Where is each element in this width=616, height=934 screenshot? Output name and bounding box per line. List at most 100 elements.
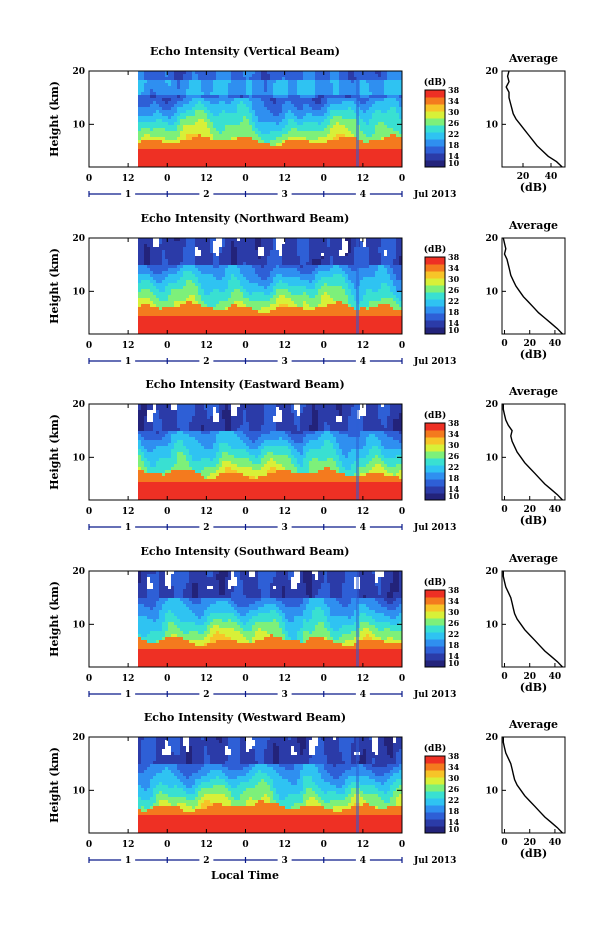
colorbar-swatch <box>425 444 445 452</box>
day-tick-label: 3 <box>281 856 287 866</box>
colorbar-swatch <box>425 264 445 272</box>
colorbar-swatch <box>425 465 445 473</box>
colorbar-swatch <box>425 826 445 834</box>
colorbar-tick-label: 30 <box>448 274 460 284</box>
hour-tick-label: 12 <box>278 174 291 184</box>
profile-ytick-label: 10 <box>485 786 498 796</box>
artifact-stripe <box>356 404 359 500</box>
colorbar-tick-label: 38 <box>448 418 460 428</box>
profile-ytick-label: 20 <box>485 400 498 410</box>
colorbar-swatch <box>425 125 445 133</box>
colorbar-swatch <box>425 604 445 612</box>
colorbar-swatch <box>425 653 445 661</box>
panel-0: Echo Intensity (Vertical Beam)1020Height… <box>48 45 565 200</box>
colorbar-swatch <box>425 430 445 438</box>
colorbar-label: (dB) <box>424 410 446 421</box>
colorbar-swatch <box>425 770 445 778</box>
day-axis-label: Jul 2013 <box>413 856 456 866</box>
day-tick-label: 2 <box>203 523 209 533</box>
profile-ytick-label: 20 <box>485 234 498 244</box>
ylabel: Height (km) <box>48 747 61 823</box>
hour-tick-label: 12 <box>357 341 370 351</box>
colorbar-tick-label: 14 <box>448 484 460 494</box>
hour-tick-label: 0 <box>321 674 327 684</box>
profile-line <box>503 404 562 500</box>
day-tick-label: 1 <box>125 357 131 367</box>
colorbar-swatch <box>425 618 445 626</box>
profile-xlabel: (dB) <box>520 181 547 194</box>
hour-tick-label: 12 <box>122 341 135 351</box>
profile-xlabel: (dB) <box>520 681 547 694</box>
colorbar-swatch <box>425 313 445 321</box>
ytick-label: 10 <box>72 786 85 796</box>
colorbar-swatch <box>425 320 445 328</box>
hour-tick-label: 12 <box>200 507 213 517</box>
colorbar-tick-label: 18 <box>448 140 460 150</box>
day-axis-label: Jul 2013 <box>413 357 456 367</box>
day-tick-label: 1 <box>125 523 131 533</box>
profile-xtick-label: 0 <box>501 838 507 848</box>
hour-tick-label: 0 <box>321 507 327 517</box>
hour-tick-label: 12 <box>200 840 213 850</box>
ytick-label: 10 <box>72 287 85 297</box>
colorbar-swatch <box>425 763 445 771</box>
colorbar-swatch <box>425 146 445 154</box>
profile-xtick-label: 0 <box>501 672 507 682</box>
heatmap-cells <box>138 571 402 667</box>
heatmap-cells <box>138 71 402 167</box>
colorbar-swatch <box>425 278 445 286</box>
colorbar-tick-label: 18 <box>448 473 460 483</box>
colorbar-swatch <box>425 292 445 300</box>
hour-tick-label: 0 <box>242 341 248 351</box>
panel-1: Echo Intensity (Northward Beam)1020Heigh… <box>48 212 565 367</box>
hour-tick-label: 12 <box>122 674 135 684</box>
colorbar-tick-label: 34 <box>448 762 460 772</box>
profile-title: Average <box>508 552 558 565</box>
heatmap-cells <box>138 737 402 833</box>
profile-xtick-label: 40 <box>549 505 562 515</box>
colorbar-tick-label: 38 <box>448 85 460 95</box>
hour-tick-label: 12 <box>278 341 291 351</box>
profile-line <box>506 71 562 167</box>
artifact-stripe <box>356 571 359 667</box>
day-tick-label: 3 <box>281 690 287 700</box>
colorbar-tick-label: 26 <box>448 118 460 128</box>
hour-tick-label: 12 <box>278 840 291 850</box>
hour-tick-label: 12 <box>357 674 370 684</box>
colorbar-tick-label: 26 <box>448 784 460 794</box>
colorbar-swatch <box>425 271 445 279</box>
profile-xlabel: (dB) <box>520 348 547 361</box>
colorbar-tick-label: 26 <box>448 451 460 461</box>
profile-ytick-label: 20 <box>485 733 498 743</box>
profile-xtick-label: 40 <box>549 672 562 682</box>
colorbar-swatch <box>425 632 445 640</box>
panel-title: Echo Intensity (Westward Beam) <box>144 711 346 724</box>
hour-tick-label: 0 <box>321 341 327 351</box>
panel-title: Echo Intensity (Northward Beam) <box>141 212 350 225</box>
colorbar-swatch <box>425 805 445 813</box>
ytick-label: 10 <box>72 120 85 130</box>
panel-title: Echo Intensity (Eastward Beam) <box>145 378 344 391</box>
day-tick-label: 1 <box>125 690 131 700</box>
colorbar-swatch <box>425 819 445 827</box>
ylabel: Height (km) <box>48 81 61 157</box>
hour-tick-label: 0 <box>164 174 170 184</box>
profile-xlabel: (dB) <box>520 514 547 527</box>
ylabel: Height (km) <box>48 248 61 324</box>
profile-ytick-label: 20 <box>485 67 498 77</box>
day-tick-label: 2 <box>203 690 209 700</box>
hour-tick-label: 12 <box>357 840 370 850</box>
profile-xtick-label: 0 <box>501 339 507 349</box>
profile-title: Average <box>508 385 558 398</box>
profile-frame <box>502 404 565 500</box>
hour-tick-label: 0 <box>242 840 248 850</box>
panel-title: Echo Intensity (Southward Beam) <box>141 545 350 558</box>
colorbar-tick-label: 22 <box>448 296 459 306</box>
profile-title: Average <box>508 718 558 731</box>
ylabel: Height (km) <box>48 414 61 490</box>
colorbar-tick-label: 18 <box>448 806 460 816</box>
